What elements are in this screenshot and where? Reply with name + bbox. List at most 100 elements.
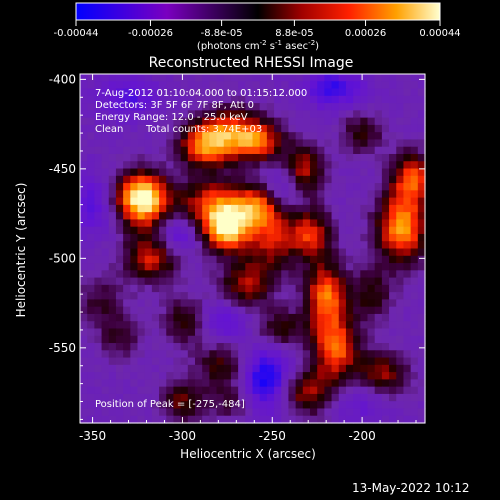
heatmap-cell — [159, 263, 167, 271]
heatmap-cell — [302, 328, 311, 337]
heatmap-cell — [101, 204, 110, 213]
heatmap-cell — [166, 241, 175, 250]
heatmap-cell — [130, 350, 139, 359]
heatmap-cell — [223, 190, 232, 199]
heatmap-cell — [187, 74, 196, 82]
heatmap-cell — [87, 277, 95, 286]
heatmap-cell — [245, 364, 254, 373]
heatmap-cell — [195, 233, 203, 242]
heatmap-cell — [389, 110, 397, 119]
heatmap-cell — [238, 372, 246, 380]
heatmap-cell — [245, 386, 254, 395]
heatmap-cell — [245, 95, 254, 104]
heatmap-cell — [195, 357, 203, 366]
heatmap-cell — [245, 110, 254, 119]
heatmap-cell — [151, 74, 160, 82]
heatmap-cell — [317, 204, 325, 213]
heatmap-cell — [353, 393, 361, 402]
heatmap-cell — [87, 415, 95, 424]
heatmap-cell — [338, 161, 347, 170]
heatmap-cell — [338, 146, 347, 155]
heatmap-cell — [310, 372, 318, 380]
heatmap-cell — [274, 299, 282, 308]
heatmap-cell — [266, 401, 275, 410]
heatmap-cell — [123, 124, 131, 133]
heatmap-cell — [310, 197, 318, 206]
heatmap-cell — [288, 88, 297, 97]
heatmap-cell — [360, 132, 369, 141]
heatmap-cell — [410, 415, 419, 424]
heatmap-cell — [338, 110, 347, 119]
heatmap-cell — [144, 263, 153, 271]
heatmap-cell — [259, 117, 268, 126]
heatmap-cell — [238, 277, 246, 286]
heatmap-cell — [324, 153, 333, 162]
heatmap-cell — [130, 255, 139, 264]
heatmap-cell — [252, 415, 261, 424]
heatmap-cell — [324, 328, 333, 337]
heatmap-cell — [281, 328, 290, 337]
heatmap-cell — [151, 263, 160, 271]
heatmap-cell — [317, 139, 325, 148]
heatmap-cell — [159, 306, 167, 315]
heatmap-cell — [281, 372, 290, 380]
heatmap-cell — [331, 139, 340, 148]
heatmap-cell — [396, 153, 405, 162]
heatmap-cell — [80, 183, 88, 191]
heatmap-cell — [396, 393, 405, 402]
heatmap-cell — [238, 204, 246, 213]
heatmap-cell — [108, 343, 117, 351]
heatmap-cell — [417, 284, 426, 293]
heatmap-cell — [266, 212, 275, 221]
heatmap-cell — [317, 110, 325, 119]
heatmap-cell — [173, 292, 182, 300]
heatmap-cell — [137, 190, 146, 199]
heatmap-cell — [87, 408, 95, 417]
heatmap-cell — [367, 270, 376, 279]
heatmap-cell — [259, 393, 268, 402]
heatmap-cell — [324, 343, 333, 351]
heatmap-cell — [115, 219, 124, 228]
heatmap-cell — [87, 292, 95, 300]
heatmap-cell — [317, 343, 325, 351]
heatmap-cell — [137, 103, 146, 111]
heatmap-cell — [159, 248, 167, 257]
heatmap-cell — [353, 408, 361, 417]
heatmap-cell — [389, 74, 397, 82]
heatmap-cell — [202, 81, 210, 90]
heatmap-cell — [245, 197, 254, 206]
heatmap-cell — [396, 190, 405, 199]
heatmap-cell — [245, 190, 254, 199]
heatmap-cell — [166, 415, 175, 424]
heatmap-cell — [230, 110, 239, 119]
heatmap-cells — [80, 74, 426, 424]
heatmap-cell — [230, 335, 239, 344]
heatmap-cell — [108, 372, 117, 380]
heatmap-cell — [130, 124, 139, 133]
heatmap-cell — [187, 255, 196, 264]
heatmap-cell — [353, 168, 361, 177]
plot-frame — [79, 73, 426, 424]
heatmap-cell — [187, 183, 196, 191]
heatmap-cell — [410, 343, 419, 351]
heatmap-cell — [302, 343, 311, 351]
heatmap-cell — [345, 343, 354, 351]
heatmap-cell — [310, 379, 318, 388]
heatmap-cell — [151, 408, 160, 417]
heatmap-cell — [202, 292, 210, 300]
heatmap-cell — [345, 241, 354, 250]
heatmap-cell — [410, 408, 419, 417]
heatmap-cell — [338, 255, 347, 264]
heatmap-cell — [353, 321, 361, 330]
heatmap-cell — [101, 386, 110, 395]
heatmap-cell — [230, 197, 239, 206]
heatmap-cell — [367, 197, 376, 206]
heatmap-cell — [403, 117, 412, 126]
heatmap-cell — [123, 335, 131, 344]
heatmap-cell — [345, 117, 354, 126]
heatmap-cell — [209, 95, 218, 104]
heatmap-cell — [202, 146, 210, 155]
heatmap-cell — [403, 212, 412, 221]
heatmap-cell — [123, 306, 131, 315]
